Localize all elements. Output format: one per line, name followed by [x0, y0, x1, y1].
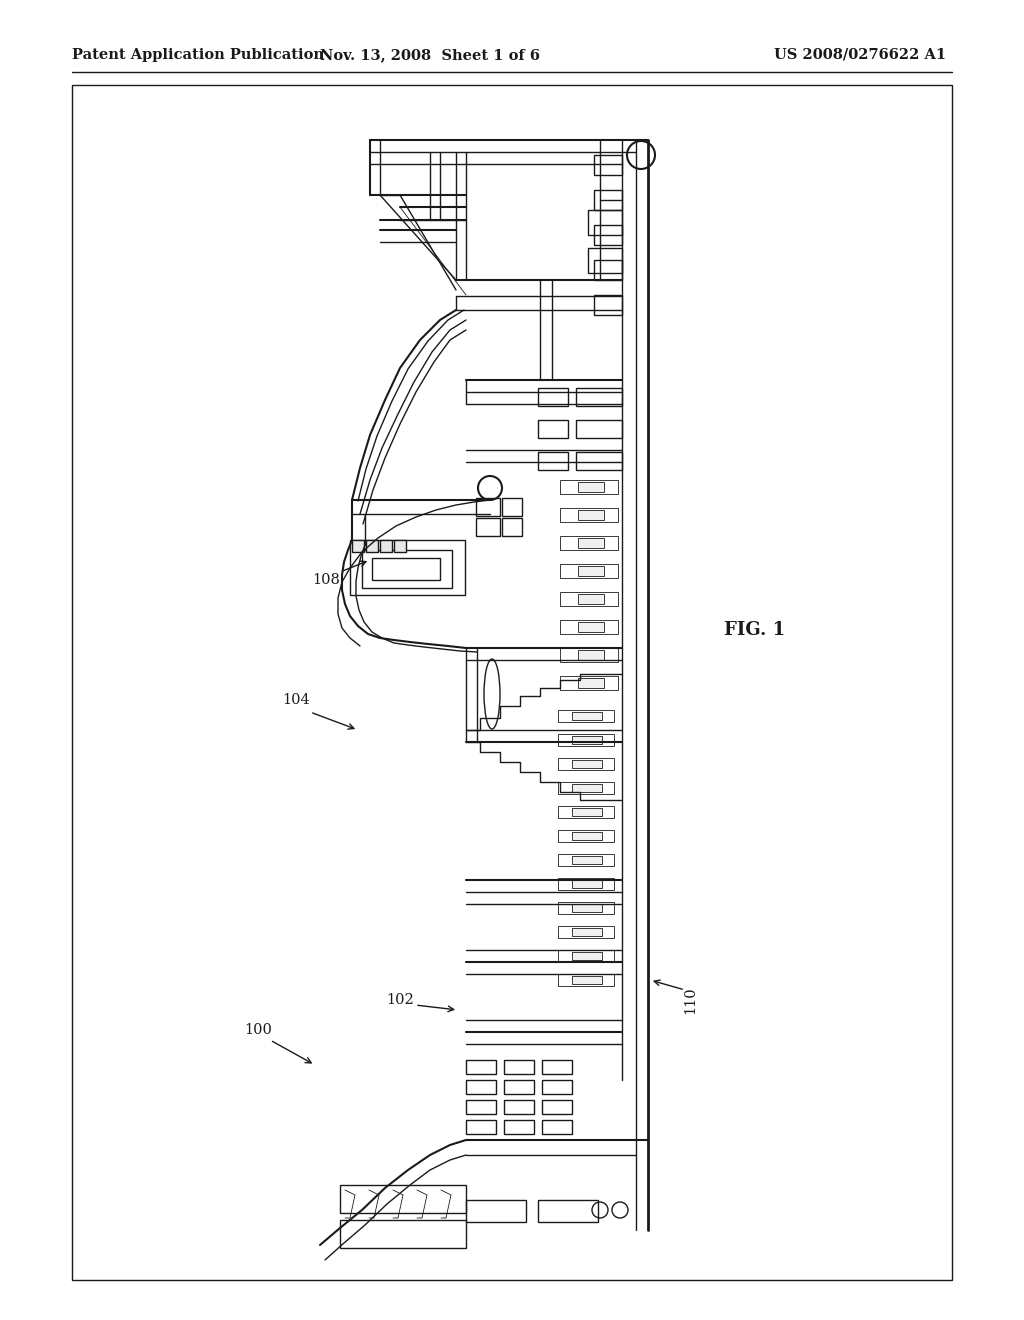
Bar [558, 758, 614, 770]
Bar [366, 540, 378, 552]
Bar [394, 540, 406, 552]
Bar [560, 508, 618, 521]
Bar [560, 648, 618, 663]
Bar [340, 1185, 466, 1213]
Bar [594, 260, 622, 280]
Bar [578, 594, 604, 605]
Bar [572, 760, 602, 768]
Text: 100: 100 [244, 1023, 272, 1038]
Text: 102: 102 [386, 993, 414, 1007]
Bar [575, 420, 622, 438]
Text: 108: 108 [312, 573, 340, 587]
Bar [572, 904, 602, 912]
Bar [542, 1100, 572, 1114]
Bar [362, 550, 452, 587]
Text: 104: 104 [283, 693, 310, 708]
Bar [572, 855, 602, 865]
Text: US 2008/0276622 A1: US 2008/0276622 A1 [774, 48, 946, 62]
Bar [578, 510, 604, 520]
Bar [558, 734, 614, 746]
Text: FIG. 1: FIG. 1 [724, 620, 785, 639]
Bar [560, 480, 618, 494]
Bar [578, 566, 604, 576]
Bar [476, 498, 500, 516]
Bar [466, 1119, 496, 1134]
Bar [560, 676, 618, 690]
Bar [502, 517, 522, 536]
Bar [504, 1119, 534, 1134]
Bar [380, 540, 392, 552]
Bar [560, 564, 618, 578]
Bar [466, 1100, 496, 1114]
Bar [466, 1060, 496, 1074]
Bar [558, 807, 614, 818]
Bar [594, 224, 622, 246]
Bar [476, 517, 500, 536]
Bar [558, 902, 614, 913]
Bar [594, 294, 622, 315]
Bar [558, 927, 614, 939]
Bar [504, 1060, 534, 1074]
Bar [558, 878, 614, 890]
Bar [578, 649, 604, 660]
Bar [572, 975, 602, 983]
Bar [594, 190, 622, 210]
Bar [578, 539, 604, 548]
Bar [542, 1119, 572, 1134]
Bar [560, 536, 618, 550]
Bar [538, 420, 568, 438]
Bar [572, 784, 602, 792]
Bar [558, 974, 614, 986]
Bar [538, 451, 568, 470]
Bar [558, 710, 614, 722]
Bar [504, 1080, 534, 1094]
Bar [560, 620, 618, 634]
Bar [575, 388, 622, 407]
Bar [340, 1220, 466, 1247]
Bar [588, 248, 622, 273]
Bar [572, 928, 602, 936]
Bar [558, 950, 614, 962]
Bar [558, 854, 614, 866]
Bar [575, 451, 622, 470]
Bar [352, 540, 364, 552]
Bar [538, 1200, 598, 1222]
Bar [502, 498, 522, 516]
Text: 110: 110 [683, 986, 697, 1014]
Bar [572, 832, 602, 840]
Bar [594, 154, 622, 176]
Bar [538, 388, 568, 407]
Bar [542, 1080, 572, 1094]
Bar [578, 678, 604, 688]
Bar [72, 84, 952, 1280]
Bar [542, 1060, 572, 1074]
Bar [572, 737, 602, 744]
Bar [558, 830, 614, 842]
Text: Nov. 13, 2008  Sheet 1 of 6: Nov. 13, 2008 Sheet 1 of 6 [319, 48, 540, 62]
Bar [558, 781, 614, 795]
Bar [372, 558, 440, 579]
Bar [588, 210, 622, 235]
Bar [350, 540, 465, 595]
Bar [578, 622, 604, 632]
Bar [466, 1200, 526, 1222]
Bar [466, 1080, 496, 1094]
Bar [572, 808, 602, 816]
Bar [578, 482, 604, 492]
Bar [572, 880, 602, 888]
Bar [560, 591, 618, 606]
Text: Patent Application Publication: Patent Application Publication [72, 48, 324, 62]
Bar [504, 1100, 534, 1114]
Bar [572, 952, 602, 960]
Bar [572, 711, 602, 719]
